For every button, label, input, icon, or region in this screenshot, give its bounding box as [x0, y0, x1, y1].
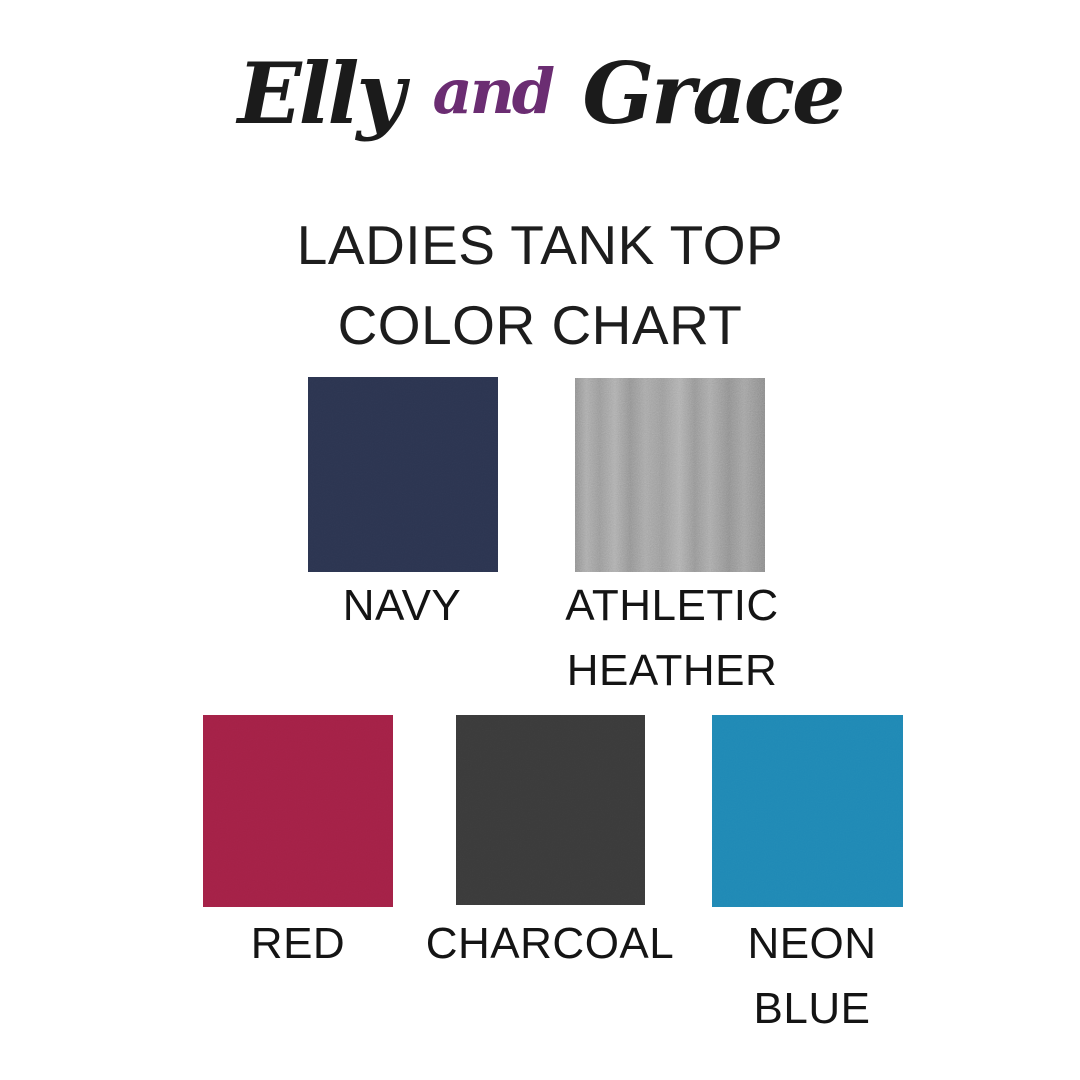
page-title: LADIES TANK TOP COLOR CHART — [0, 205, 1080, 365]
title-line-2: COLOR CHART — [337, 294, 743, 356]
swatch-label-navy: NAVY — [252, 573, 552, 638]
brand-logo: Elly and Grace — [0, 34, 1080, 162]
logo-word-elly: Elly — [237, 44, 406, 143]
swatch-charcoal — [456, 715, 645, 905]
swatch-label-line: ATHLETIC — [565, 581, 779, 630]
swatch-navy — [308, 377, 498, 572]
swatch-neon-blue — [712, 715, 903, 907]
swatch-label-line: RED — [250, 919, 346, 968]
swatch-label-line: CHARCOAL — [425, 919, 675, 968]
swatch-label-charcoal: CHARCOAL — [400, 911, 700, 976]
swatch-red — [203, 715, 393, 907]
swatch-label-neon-blue: NEON BLUE — [662, 911, 962, 1041]
swatch-label-athletic-heather: ATHLETIC HEATHER — [522, 573, 822, 703]
swatch-label-line: NEON — [747, 919, 877, 968]
swatch-athletic-heather — [575, 378, 765, 572]
swatch-label-line: NAVY — [342, 581, 462, 630]
fabric-texture — [203, 715, 393, 907]
fabric-texture — [712, 715, 903, 907]
fabric-texture — [308, 377, 498, 572]
logo-word-grace: Grace — [582, 44, 845, 143]
logo-word-and: and — [432, 55, 556, 128]
fabric-texture — [456, 715, 645, 905]
title-line-1: LADIES TANK TOP — [296, 214, 784, 276]
swatch-label-red: RED — [148, 911, 448, 976]
swatch-label-line: HEATHER — [566, 646, 778, 695]
swatch-label-line: BLUE — [753, 984, 871, 1033]
fabric-texture — [575, 378, 765, 572]
